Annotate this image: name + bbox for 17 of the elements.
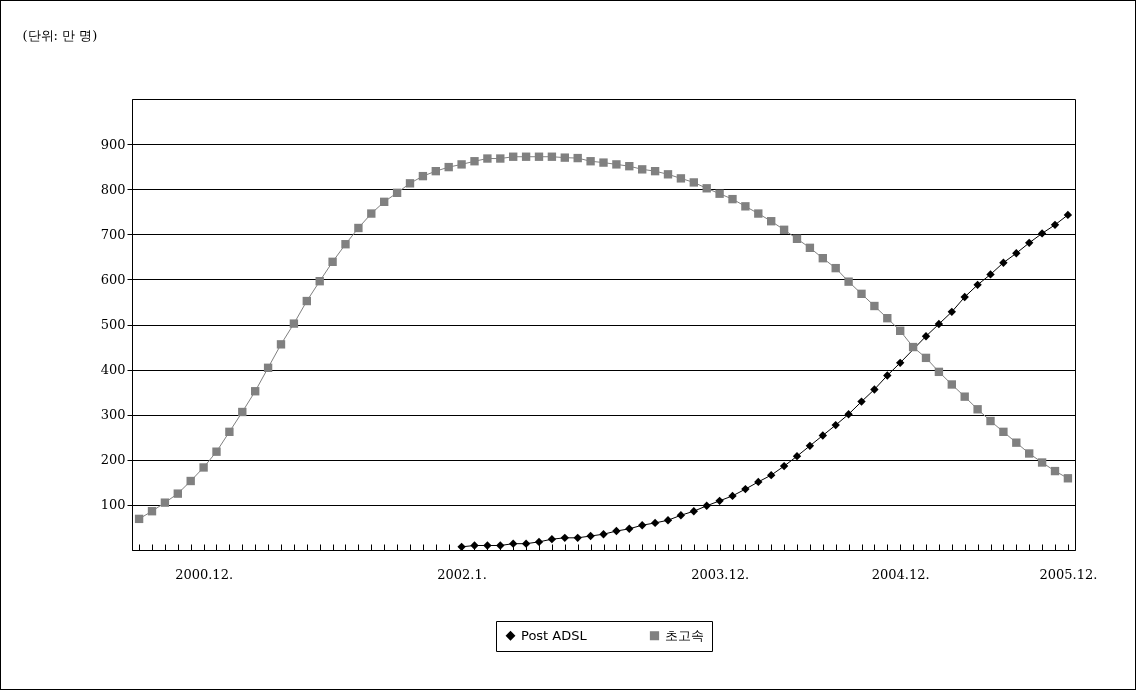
y-tick-label: 200 xyxy=(100,452,126,468)
x-tick-label: 2004.12. xyxy=(871,566,930,582)
y-tick-label: 600 xyxy=(100,271,126,287)
y-tick-label: 500 xyxy=(100,317,126,332)
legend-label: Post ADSL xyxy=(521,627,588,643)
x-tick-label: 2005.12. xyxy=(1039,566,1098,582)
y-tick-label: 900 xyxy=(100,136,126,152)
legend-label: 초고속 xyxy=(665,627,704,643)
y-tick-label: 800 xyxy=(100,181,126,197)
x-tick-label: 2002.1. xyxy=(437,566,487,582)
x-tick-label: 2003.12. xyxy=(691,566,750,582)
x-tick-label: 2000.12. xyxy=(175,566,234,582)
y-tick-label: 300 xyxy=(100,407,126,423)
y-tick-label: 100 xyxy=(100,497,126,513)
y-axis-title: (단위: 만 명) xyxy=(22,27,98,43)
y-tick-label: 700 xyxy=(100,226,126,242)
y-tick-label: 400 xyxy=(100,362,126,378)
